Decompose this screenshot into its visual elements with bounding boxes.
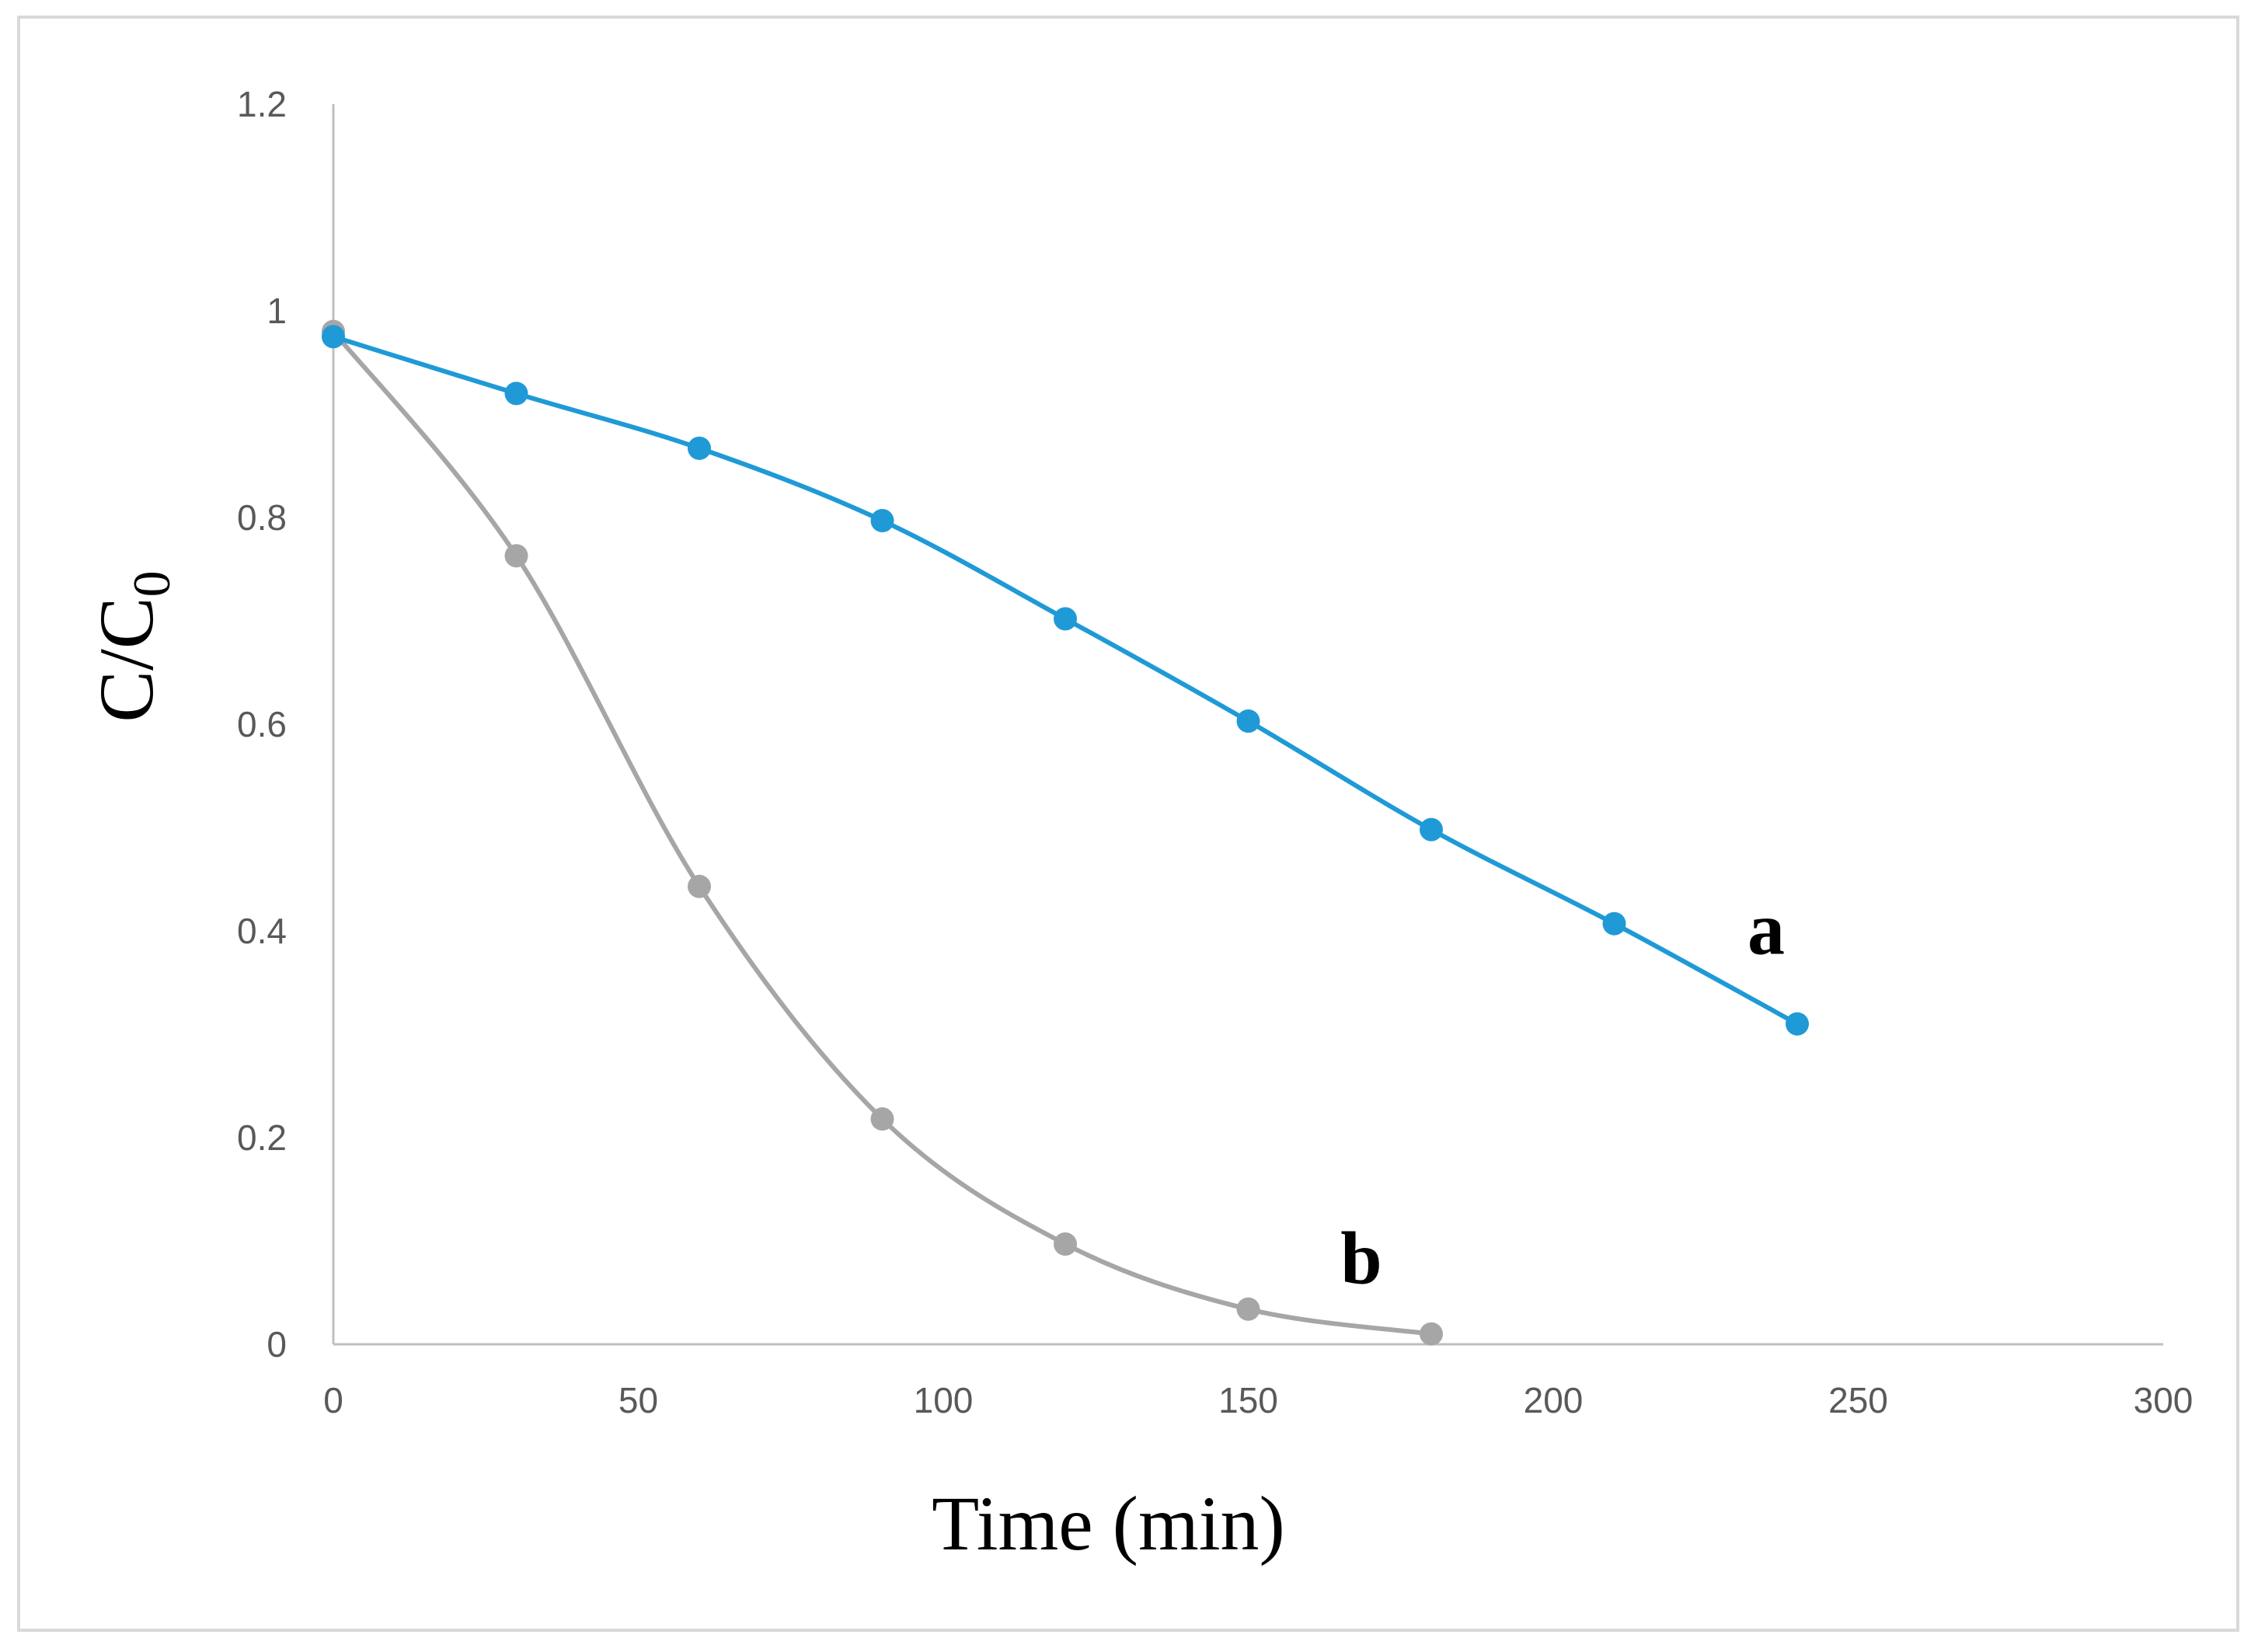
axes: [332, 104, 2163, 1346]
data-point-a: [504, 382, 528, 406]
data-point-b: [870, 1107, 894, 1131]
y-tick-label: 0: [267, 1324, 287, 1364]
x-tick-label: 50: [619, 1380, 658, 1420]
y-tick-label: 0.6: [237, 704, 287, 744]
data-point-a: [870, 508, 894, 532]
data-point-a: [1236, 709, 1260, 734]
x-tick-label: 100: [914, 1380, 974, 1420]
data-point-a: [1786, 1012, 1809, 1036]
tick-labels: 0 50 100 150 200 250 300 0 0.2 0.4 0.6 0.8 1 1.2: [237, 84, 2193, 1420]
y-tick-label: 0.8: [237, 497, 287, 538]
series-label-a: a: [1748, 887, 1785, 971]
y-axis-title-subscript: 0: [122, 570, 181, 597]
x-tick-label: 200: [1524, 1380, 1584, 1420]
x-tick-label: 150: [1218, 1380, 1278, 1420]
y-tick-label: 1.2: [237, 84, 287, 124]
data-point-b: [1420, 1322, 1443, 1346]
chart-frame: 0 50 100 150 200 250 300 0 0.2 0.4 0.6 0.8 1 1.2 Time…: [17, 16, 2239, 1632]
series-label-b: b: [1340, 1217, 1382, 1300]
y-tick-label: 0.2: [237, 1117, 287, 1158]
y-axis-title-main: C/C: [83, 597, 169, 722]
y-axis-title: C/C0: [83, 570, 181, 722]
chart-canvas: 0 50 100 150 200 250 300 0 0.2 0.4 0.6 0.8 1 1.2 Time…: [83, 84, 2193, 1567]
data-point-a: [1420, 817, 1443, 842]
data-point-a: [1602, 911, 1626, 936]
data-point-b: [688, 874, 711, 898]
x-tick-label: 0: [323, 1380, 343, 1420]
x-tick-label: 300: [2134, 1380, 2194, 1420]
x-tick-label: 250: [1828, 1380, 1888, 1420]
series-labels: ba: [1340, 887, 1785, 1300]
data-point-b: [504, 544, 528, 568]
data-point-a: [322, 325, 345, 349]
series-layer: [322, 319, 1809, 1346]
series-line-b: [331, 329, 1432, 1337]
data-point-b: [1054, 1232, 1077, 1256]
y-tick-label: 0.4: [237, 911, 287, 951]
series-b: [322, 319, 1443, 1346]
series-line-a: [333, 334, 1799, 1026]
data-point-a: [688, 436, 711, 460]
y-tick-label: 1: [267, 291, 287, 331]
series-a: [322, 325, 1809, 1036]
x-axis-title: Time (min): [932, 1480, 1285, 1567]
data-point-a: [1054, 607, 1077, 631]
data-point-b: [1236, 1297, 1260, 1321]
